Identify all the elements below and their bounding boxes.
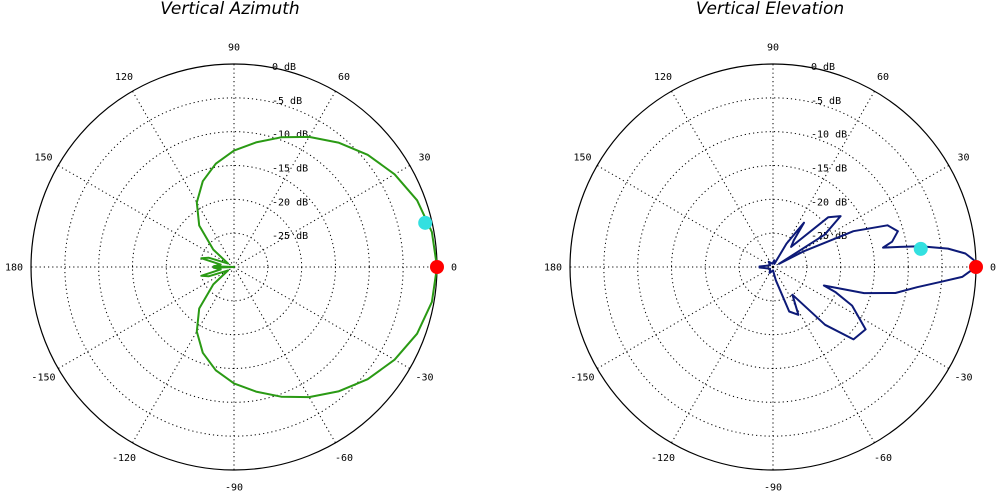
grid-spoke — [233, 165, 411, 268]
grid-spoke — [132, 90, 235, 268]
angle-tick-label: 60 — [338, 72, 350, 83]
angle-tick-label: -30 — [415, 373, 433, 384]
angle-tick-label: -60 — [335, 453, 353, 464]
grid-spoke — [671, 266, 774, 444]
marker-point-0[interactable] — [969, 260, 983, 274]
grid-spoke — [132, 266, 235, 444]
grid-spoke — [57, 165, 235, 268]
radial-tick-label: -25 dB — [811, 231, 847, 242]
angle-tick-label: 0 — [451, 263, 457, 274]
pattern-series-0 — [758, 215, 977, 341]
marker-point-0[interactable] — [430, 260, 444, 274]
angle-tick-label: 60 — [877, 72, 889, 83]
grid-spoke — [233, 266, 411, 369]
radial-tick-label: -25 dB — [272, 231, 308, 242]
chart-title-elevation: Vertical Elevation — [695, 0, 845, 19]
angle-tick-label: 180 — [544, 263, 562, 274]
chart-title-azimuth: Vertical Azimuth — [160, 0, 300, 19]
polar-chart-1: 0 30 60 90 120 150 180 -150 -120 -90 -60 -30 0 dB -5 … — [544, 43, 996, 493]
radial-tick-label: 0 dB — [811, 62, 835, 73]
angle-tick-label: -90 — [225, 483, 243, 493]
radial-tick-label: -15 dB — [272, 164, 308, 175]
angle-tick-label: -150 — [570, 373, 594, 384]
angle-tick-label: -90 — [764, 483, 782, 493]
angle-tick-label: 90 — [767, 43, 779, 54]
grid-spoke — [772, 266, 950, 369]
grid-spoke — [596, 165, 774, 268]
radial-tick-label: -20 dB — [272, 197, 308, 208]
angle-tick-label: 90 — [228, 43, 240, 54]
grid-spoke — [772, 90, 875, 268]
radial-tick-label: -10 dB — [272, 130, 308, 141]
angle-tick-label: 150 — [34, 153, 52, 164]
pattern-series-0 — [195, 135, 438, 399]
angle-tick-label: -60 — [874, 453, 892, 464]
angle-tick-label: -120 — [651, 453, 675, 464]
angle-tick-label: -30 — [954, 373, 972, 384]
grid-spoke — [233, 90, 336, 268]
angle-tick-label: 150 — [573, 153, 591, 164]
polar-chart-0: 0 30 60 90 120 150 180 -150 -120 -90 -60 -30 0 dB -5 … — [5, 43, 457, 493]
angle-tick-label: 120 — [115, 72, 133, 83]
grid-spoke — [772, 266, 875, 444]
radial-tick-label: -20 dB — [811, 197, 847, 208]
radial-tick-label: 0 dB — [272, 62, 296, 73]
radial-tick-label: -5 dB — [811, 96, 841, 107]
angle-tick-label: -150 — [31, 373, 55, 384]
radial-tick-label: -10 dB — [811, 130, 847, 141]
marker-point-1[interactable] — [418, 215, 433, 230]
grid-spoke — [57, 266, 235, 369]
marker-point-1[interactable] — [913, 241, 928, 256]
angle-tick-label: 0 — [990, 263, 996, 274]
angle-tick-label: 30 — [958, 153, 970, 164]
grid-spoke — [233, 266, 336, 444]
radial-tick-label: -15 dB — [811, 164, 847, 175]
angle-tick-label: 120 — [654, 72, 672, 83]
angle-tick-label: 30 — [419, 153, 431, 164]
angle-tick-label: -120 — [112, 453, 136, 464]
grid-spoke — [671, 90, 774, 268]
radial-tick-label: -5 dB — [272, 96, 302, 107]
angle-tick-label: 180 — [5, 263, 23, 274]
grid-spoke — [596, 266, 774, 369]
